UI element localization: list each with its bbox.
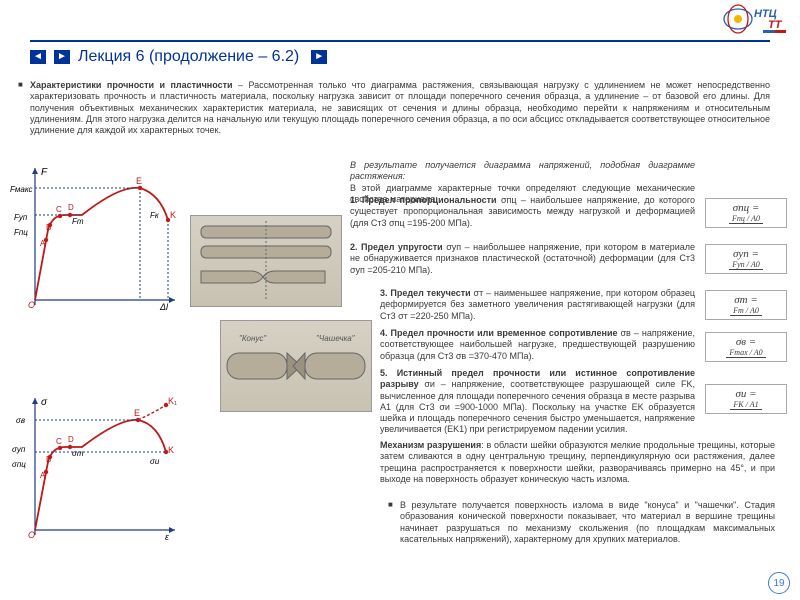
formula-sigma-v: σв =Fmax / A0: [705, 332, 787, 362]
nav-next-button-2[interactable]: ►: [311, 50, 327, 64]
fracture-photo: "Конус" "Чашечка": [220, 320, 372, 412]
nav-next-button[interactable]: ►: [54, 50, 70, 64]
svg-text:Fт: Fт: [72, 217, 84, 226]
svg-text:K: K: [168, 445, 174, 455]
logo: НТЦ ТТ: [718, 4, 788, 34]
svg-text:C: C: [56, 437, 62, 446]
svg-text:O: O: [28, 300, 35, 310]
nav-prev-button[interactable]: ◄: [30, 50, 46, 64]
page-title: Лекция 6 (продолжение – 6.2): [78, 48, 299, 66]
intro-paragraph: Характеристики прочности и пластичности …: [30, 80, 770, 136]
svg-text:D: D: [68, 203, 74, 212]
svg-text:O: O: [28, 530, 35, 540]
svg-text:σт: σт: [72, 449, 84, 458]
formula-sigma-pc: σпц =Fпц / A0: [705, 198, 787, 228]
p3: 3. Предел текучести σт – наименьшее напр…: [380, 288, 695, 322]
svg-text:Fк: Fк: [150, 211, 160, 220]
svg-text:Fуп: Fуп: [14, 213, 28, 222]
formula-sigma-t: σт =Fт / A0: [705, 290, 787, 320]
intro-bold: Характеристики прочности и пластичности: [30, 80, 233, 90]
svg-text:σи: σи: [150, 457, 160, 466]
svg-text:ε: ε: [165, 532, 170, 540]
stress-strain-chart: σ ε O σв σуп σпц σт σи A B C D E K K₁: [10, 390, 180, 540]
p5: 5. Истинный предел прочности или истинно…: [380, 368, 695, 436]
svg-text:F: F: [41, 167, 48, 178]
svg-text:A: A: [40, 239, 46, 248]
svg-text:"Чашечка": "Чашечка": [316, 334, 356, 343]
p6: Механизм разрушения: в области шейки обр…: [380, 440, 775, 485]
svg-text:C: C: [56, 205, 62, 214]
svg-text:"Конус": "Конус": [239, 334, 267, 343]
svg-text:σ: σ: [41, 397, 48, 408]
svg-text:A: A: [40, 471, 46, 480]
p1: 1. Предел пропорциональности σпц – наибо…: [350, 195, 695, 229]
svg-text:Δl: Δl: [159, 302, 169, 310]
svg-text:Fмакс: Fмакс: [10, 185, 33, 194]
page-number: 19: [768, 572, 790, 594]
svg-text:D: D: [68, 435, 74, 444]
svg-text:E: E: [136, 176, 142, 186]
force-elongation-chart: F Δl O Fмакс Fуп Fпц Fт Fк A B C D E K: [10, 160, 180, 310]
bullet-icon-2: ■: [388, 500, 393, 509]
formula-sigma-up: σуп =Fуп / A0: [705, 244, 787, 274]
svg-text:K: K: [170, 210, 176, 220]
svg-text:B: B: [46, 223, 51, 232]
svg-text:σуп: σуп: [12, 445, 26, 454]
svg-text:Fпц: Fпц: [14, 228, 28, 237]
specimen-necking-photo: [190, 215, 342, 307]
svg-text:ТТ: ТТ: [768, 19, 783, 31]
p7: В результате получается поверхность изло…: [400, 500, 775, 545]
svg-text:B: B: [46, 455, 51, 464]
bullet-icon: ■: [18, 80, 23, 89]
p4: 4. Предел прочности или временное сопрот…: [380, 328, 695, 362]
svg-text:σв: σв: [16, 416, 25, 425]
formula-sigma-i: σи =FK / A1: [705, 384, 787, 414]
svg-text:σпц: σпц: [12, 460, 26, 469]
p2: 2. Предел упругости σуп – наибольшее нап…: [350, 242, 695, 276]
svg-text:K₁: K₁: [168, 396, 177, 406]
svg-text:E: E: [134, 408, 140, 418]
header: ◄ ► Лекция 6 (продолжение – 6.2) ►: [30, 40, 770, 66]
